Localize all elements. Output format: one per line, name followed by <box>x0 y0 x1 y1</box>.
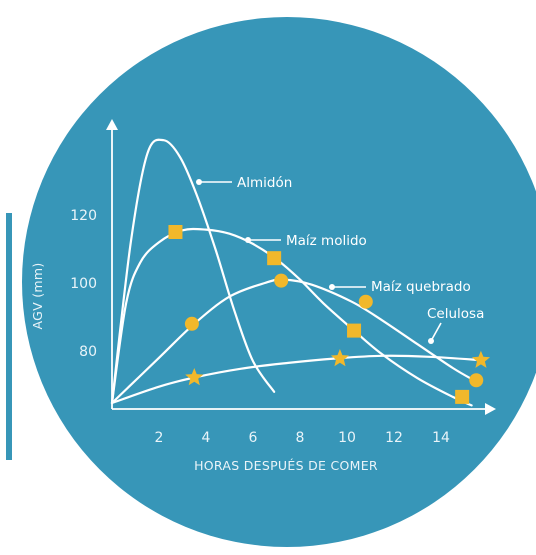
axes <box>106 119 496 415</box>
x-tick-label: 6 <box>249 430 258 446</box>
series-curves <box>110 138 482 407</box>
series-labels: Almidón Maíz molido Maíz quebrado Celulo… <box>237 175 484 322</box>
square-marker <box>168 225 183 239</box>
circle-marker <box>469 373 484 388</box>
y-tick-labels: 80 100 120 <box>70 208 97 360</box>
y-tick-label: 100 <box>70 276 97 292</box>
star-marker <box>471 350 490 368</box>
series-line-celulosa <box>110 354 482 405</box>
leader-dot <box>428 338 434 344</box>
x-tick-label: 10 <box>338 430 356 446</box>
circle-marker <box>358 294 373 309</box>
star-marker <box>330 349 349 367</box>
circle-marker <box>184 316 199 331</box>
series-leaders <box>196 179 442 344</box>
star-marker <box>185 368 204 386</box>
square-marker <box>267 251 282 266</box>
series-line-maiz-molido <box>110 227 473 407</box>
x-tick-labels: 2 4 6 8 10 12 14 <box>155 430 450 446</box>
leader-dot <box>245 237 251 243</box>
y-tick-label: 120 <box>70 208 97 224</box>
x-tick-label: 12 <box>385 430 403 446</box>
series-line-almidon <box>110 138 276 405</box>
x-axis-title: HORAS DESPUÉS DE COMER <box>194 458 378 473</box>
x-tick-label: 8 <box>296 430 305 446</box>
square-marker <box>347 323 362 338</box>
series-markers <box>168 225 490 404</box>
series-label-maiz-molido: Maíz molido <box>286 233 367 249</box>
leader-dot <box>196 179 202 185</box>
x-tick-label: 4 <box>202 430 211 446</box>
series-label-celulosa: Celulosa <box>427 306 484 322</box>
x-tick-label: 2 <box>155 430 164 446</box>
leader-dot <box>329 284 335 290</box>
series-label-maiz-quebrado: Maíz quebrado <box>371 279 471 295</box>
y-tick-label: 80 <box>79 344 97 360</box>
leader-line <box>430 322 442 342</box>
series-line-maiz-quebrado <box>110 278 478 405</box>
y-axis-title: AGV (mm) <box>30 262 45 329</box>
square-marker <box>455 389 470 404</box>
circle-marker <box>274 273 289 288</box>
y-axis-arrow-icon <box>106 119 118 130</box>
series-label-almidon: Almidón <box>237 175 292 191</box>
x-axis-arrow-icon <box>485 403 496 415</box>
x-tick-label: 14 <box>432 430 450 446</box>
